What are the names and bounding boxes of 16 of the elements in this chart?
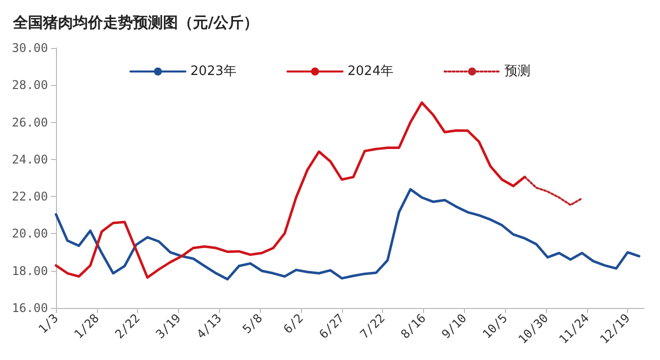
y-tick-label: 20.00 [12,226,48,241]
y-tick-label: 30.00 [12,41,48,55]
x-tick-label: 6/2 [280,311,306,336]
line-series [54,188,640,280]
line-series [524,176,583,206]
y-tick-label: 28.00 [12,78,48,92]
x-tick-label: 5/8 [240,311,266,336]
y-tick-label: 18.00 [12,264,48,278]
legend-label: 预测 [504,64,531,79]
legend-label: 2023年 [190,64,237,79]
y-tick-label: 22.00 [12,190,48,204]
chart-title: 全国猪肉均价走势预测图（元/公斤） [12,14,258,32]
line-series [54,101,526,279]
y-tick-label: 24.00 [12,152,48,166]
y-tick-label: 26.00 [12,115,48,130]
legend-label: 2024年 [348,64,394,79]
